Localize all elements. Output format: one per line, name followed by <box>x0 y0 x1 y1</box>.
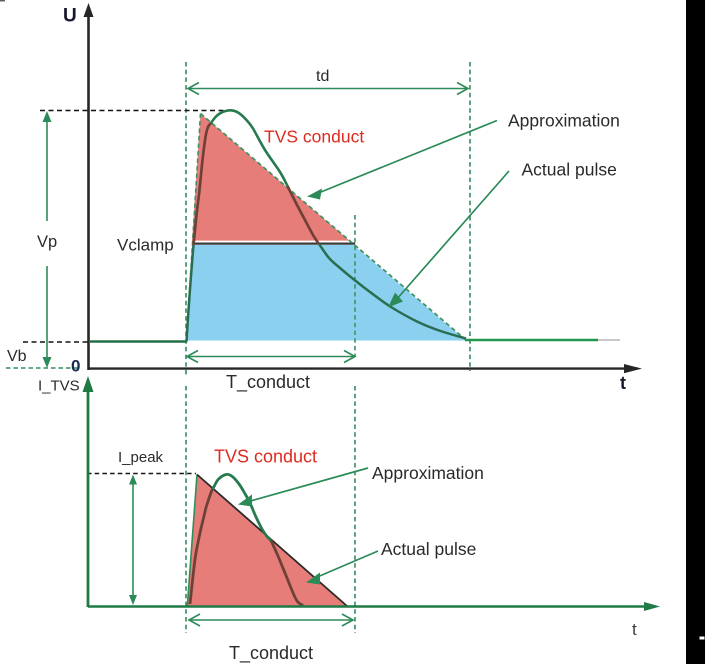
svg-text:t: t <box>632 620 637 639</box>
svg-text:T_conduct: T_conduct <box>226 372 310 393</box>
svg-text:TVS conduct: TVS conduct <box>214 447 317 467</box>
svg-text:Actual pulse: Actual pulse <box>522 160 617 180</box>
svg-text:td: td <box>316 68 329 85</box>
svg-text:Approximation: Approximation <box>372 463 484 483</box>
svg-text:Approximation: Approximation <box>508 111 620 131</box>
svg-text:U: U <box>63 6 77 27</box>
svg-text:TVS conduct: TVS conduct <box>264 127 364 147</box>
svg-text:Vp: Vp <box>37 233 57 251</box>
svg-text:T_conduct: T_conduct <box>229 643 313 664</box>
svg-text:I_peak: I_peak <box>118 449 164 466</box>
svg-text:Vclamp: Vclamp <box>117 236 174 255</box>
svg-text:Actual pulse: Actual pulse <box>381 539 476 559</box>
svg-text:t: t <box>620 373 626 393</box>
svg-text:I_TVS: I_TVS <box>38 378 80 395</box>
svg-text:Vb: Vb <box>7 348 27 365</box>
svg-text:0: 0 <box>71 357 80 376</box>
